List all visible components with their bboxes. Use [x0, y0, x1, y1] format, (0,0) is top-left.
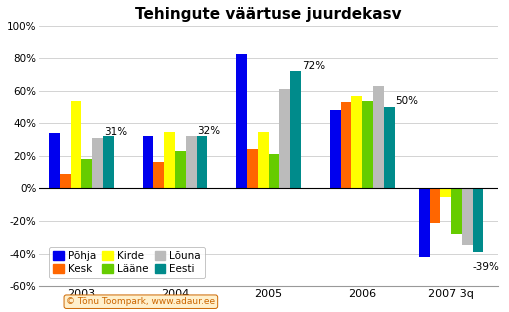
- Bar: [81, 159, 92, 188]
- Bar: [372, 86, 383, 188]
- Bar: [429, 188, 439, 223]
- Bar: [329, 110, 340, 188]
- Bar: [246, 149, 258, 188]
- Bar: [351, 96, 361, 188]
- Text: © Tõnu Toompark, www.adaur.ee: © Tõnu Toompark, www.adaur.ee: [66, 297, 215, 306]
- Bar: [472, 188, 483, 252]
- Bar: [450, 188, 461, 234]
- Bar: [103, 136, 114, 188]
- Bar: [383, 107, 394, 188]
- Bar: [290, 71, 300, 188]
- Text: -39%: -39%: [472, 262, 499, 272]
- Bar: [175, 151, 185, 188]
- Bar: [268, 154, 279, 188]
- Bar: [236, 54, 246, 188]
- Bar: [258, 132, 268, 188]
- Bar: [461, 188, 472, 246]
- Text: 72%: 72%: [301, 61, 324, 71]
- Legend: Põhja, Kesk, Kirde, Lääne, Lõuna, Eesti: Põhja, Kesk, Kirde, Lääne, Lõuna, Eesti: [49, 247, 205, 278]
- Title: Tehingute väärtuse juurdekasv: Tehingute väärtuse juurdekasv: [135, 7, 401, 22]
- Bar: [340, 102, 351, 188]
- Bar: [279, 89, 290, 188]
- Bar: [143, 136, 153, 188]
- Text: 50%: 50%: [395, 96, 418, 106]
- Text: 32%: 32%: [197, 126, 220, 136]
- Bar: [153, 163, 164, 188]
- Bar: [185, 136, 196, 188]
- Bar: [49, 133, 60, 188]
- Bar: [418, 188, 429, 257]
- Bar: [361, 101, 372, 188]
- Bar: [196, 136, 207, 188]
- Bar: [60, 174, 70, 188]
- Bar: [92, 138, 103, 188]
- Bar: [439, 188, 450, 197]
- Text: 31%: 31%: [104, 127, 127, 137]
- Bar: [70, 101, 81, 188]
- Bar: [164, 132, 175, 188]
